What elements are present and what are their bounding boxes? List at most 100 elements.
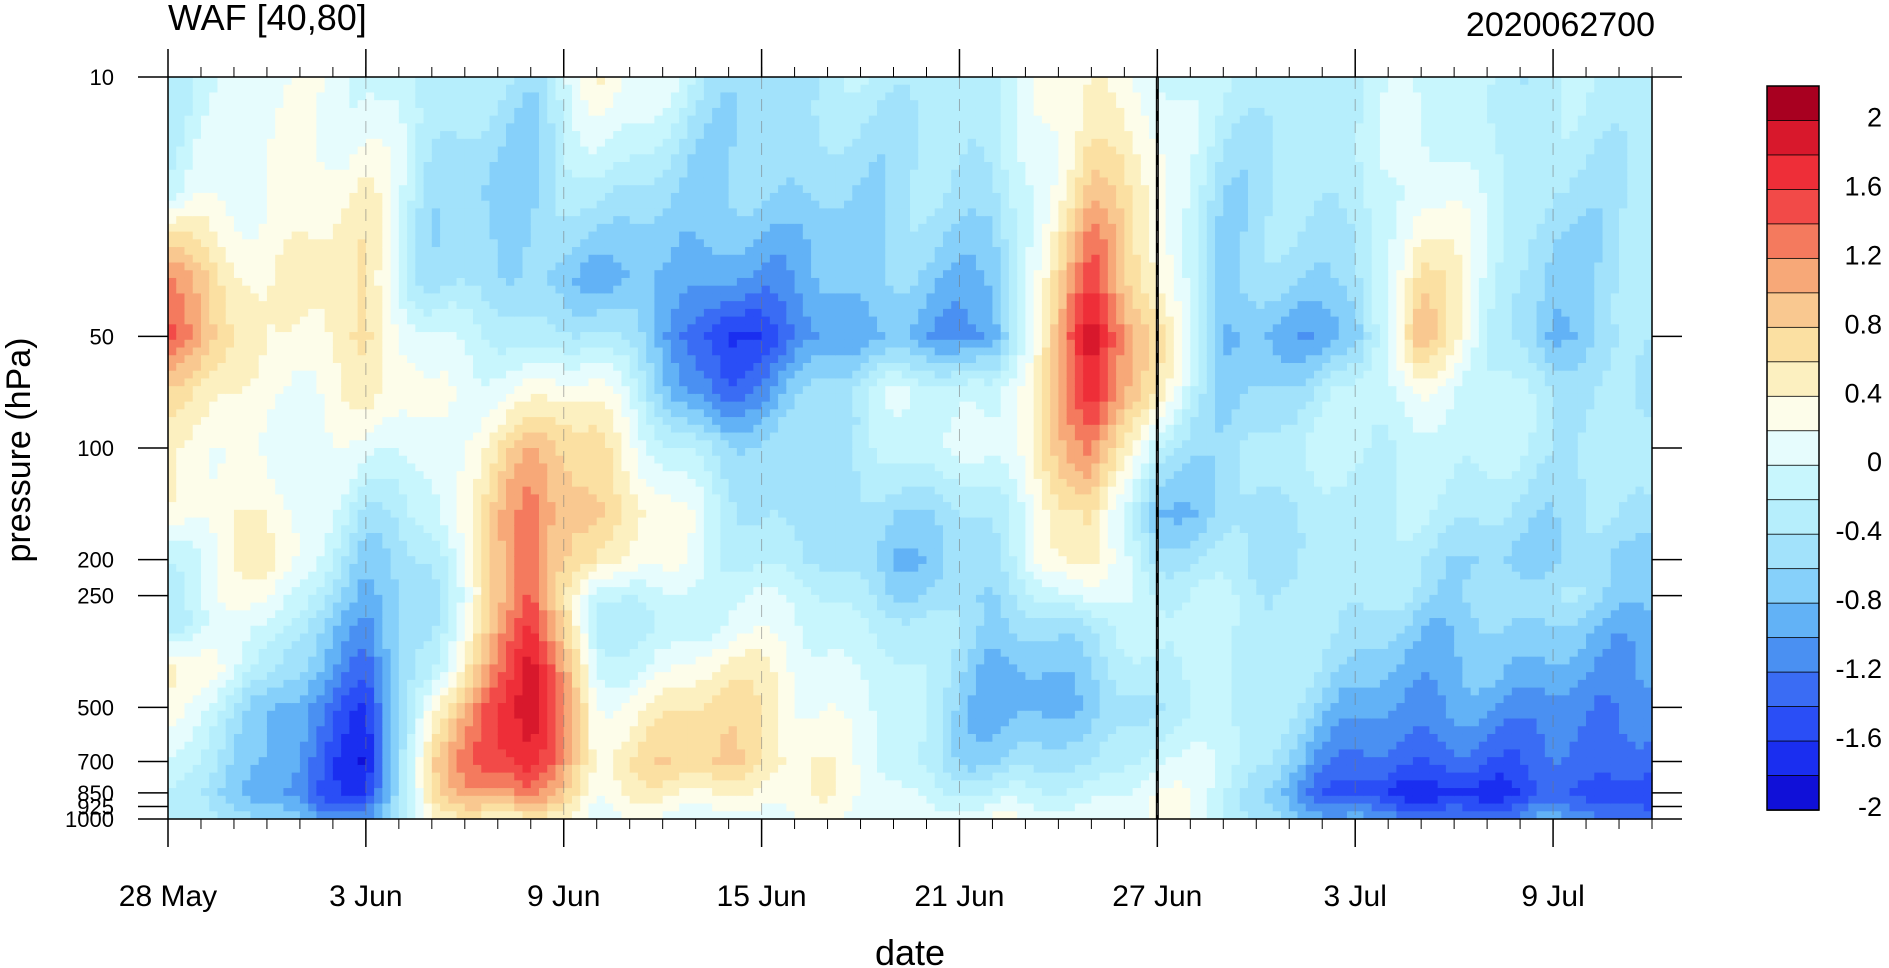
contour-cell — [184, 563, 194, 573]
contour-cell — [341, 579, 350, 588]
contour-cell — [308, 579, 317, 588]
contour-cell — [266, 131, 276, 140]
contour-cell — [530, 463, 540, 472]
contour-cell — [283, 293, 293, 302]
contour-cell — [530, 602, 540, 611]
contour-cell — [464, 162, 474, 171]
contour-cell — [398, 780, 408, 789]
contour-cell — [184, 587, 194, 596]
contour-cell — [209, 478, 219, 488]
contour-cell — [415, 540, 425, 550]
contour-cell — [200, 92, 210, 101]
contour-cell — [192, 401, 202, 410]
contour-cell — [415, 208, 425, 217]
contour-cell — [448, 509, 458, 519]
contour-cell — [283, 277, 293, 287]
contour-cell — [217, 587, 227, 596]
contour-cell — [571, 726, 581, 735]
contour-cell — [423, 602, 433, 611]
contour-cell — [299, 602, 309, 611]
contour-cell — [522, 386, 532, 395]
contour-cell — [497, 749, 507, 758]
contour-cell — [332, 548, 342, 557]
contour-cell — [456, 355, 466, 364]
contour-cell — [407, 579, 416, 588]
contour-cell — [349, 131, 359, 140]
contour-cell — [200, 123, 210, 132]
contour-cell — [308, 409, 317, 418]
contour-cell — [506, 100, 515, 109]
contour-cell — [308, 803, 317, 812]
contour-cell — [225, 656, 235, 666]
contour-cell — [539, 316, 548, 325]
contour-cell — [423, 409, 433, 418]
contour-cell — [184, 332, 194, 341]
contour-cell — [176, 548, 186, 557]
contour-cell — [415, 293, 425, 302]
contour-cell — [489, 123, 499, 132]
contour-cell — [440, 192, 449, 202]
contour-cell — [225, 131, 235, 140]
contour-cell — [184, 780, 194, 789]
contour-cell — [398, 625, 408, 635]
contour-cell — [176, 726, 186, 735]
contour-cell — [423, 100, 433, 109]
contour-cell — [489, 308, 499, 318]
contour-cell — [283, 471, 293, 480]
contour-cell — [563, 695, 573, 704]
contour-cell — [308, 401, 317, 410]
contour-cell — [217, 77, 227, 86]
contour-cell — [473, 548, 482, 557]
contour-cell — [341, 262, 350, 271]
contour-cell — [382, 386, 392, 395]
contour-cell — [266, 749, 276, 758]
contour-cell — [217, 618, 227, 627]
contour-cell — [456, 571, 466, 580]
contour-cell — [588, 718, 598, 727]
contour-cell — [588, 100, 598, 109]
contour-cell — [456, 618, 466, 627]
contour-cell — [283, 618, 293, 627]
contour-cell — [209, 339, 219, 349]
contour-cell — [266, 107, 276, 117]
contour-cell — [217, 648, 227, 658]
contour-cell — [192, 169, 202, 179]
contour-cell — [217, 703, 227, 712]
contour-cell — [341, 471, 350, 480]
contour-cell — [547, 502, 557, 511]
contour-cell — [522, 509, 532, 519]
contour-cell — [365, 703, 375, 712]
contour-cell — [539, 432, 548, 441]
contour-cell — [275, 648, 285, 658]
contour-cell — [382, 339, 392, 349]
contour-cell — [275, 378, 285, 387]
contour-cell — [341, 417, 350, 426]
contour-cell — [250, 741, 260, 751]
contour-cell — [489, 247, 499, 256]
contour-cell — [571, 84, 581, 94]
contour-cell — [547, 417, 557, 426]
contour-cell — [398, 695, 408, 704]
contour-cell — [398, 208, 408, 217]
contour-cell — [357, 780, 367, 789]
contour-cell — [588, 270, 598, 279]
contour-cell — [332, 378, 342, 387]
contour-cell — [242, 718, 252, 727]
contour-cell — [489, 463, 499, 472]
contour-cell — [580, 115, 590, 124]
contour-cell — [415, 733, 425, 743]
contour-cell — [332, 664, 342, 673]
contour-cell — [341, 602, 350, 611]
contour-cell — [374, 548, 383, 557]
contour-cell — [341, 757, 350, 766]
contour-cell — [588, 115, 598, 124]
contour-cell — [316, 656, 326, 666]
contour-cell — [547, 355, 557, 364]
contour-cell — [192, 672, 202, 681]
contour-cell — [571, 432, 581, 441]
contour-cell — [382, 231, 392, 240]
contour-cell — [456, 587, 466, 596]
contour-cell — [539, 254, 548, 264]
contour-cell — [233, 216, 243, 225]
contour-cell — [382, 301, 392, 310]
